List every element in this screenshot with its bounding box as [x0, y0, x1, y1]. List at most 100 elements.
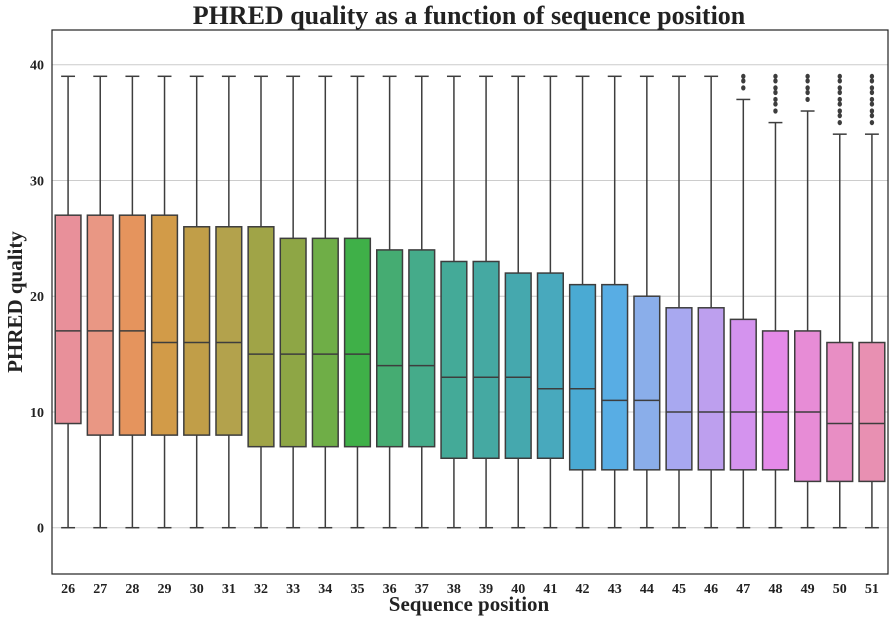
outlier-point: [837, 89, 842, 96]
outlier-point: [805, 85, 810, 91]
box-44: [633, 75, 661, 529]
box-48: [761, 73, 790, 529]
outlier-point: [773, 101, 778, 107]
outlier-point: [805, 73, 810, 79]
outlier-point: [805, 89, 810, 96]
box-40: [504, 75, 532, 529]
x-tick-label: 44: [640, 582, 654, 597]
x-tick-label: 37: [415, 582, 429, 597]
y-axis-label: PHRED quality: [3, 231, 27, 373]
y-tick-label: 40: [30, 59, 44, 74]
iqr-box: [118, 214, 146, 436]
box-31: [215, 75, 243, 529]
box-32: [247, 75, 275, 529]
iqr-box: [826, 341, 854, 483]
iqr-box: [794, 330, 822, 483]
iqr-box: [247, 226, 275, 448]
box-30: [183, 75, 211, 529]
x-tick-label: 42: [576, 582, 590, 597]
box-26: [54, 75, 82, 529]
box-38: [440, 75, 468, 529]
iqr-box: [440, 260, 468, 460]
iqr-box: [408, 249, 436, 448]
outlier-point: [773, 89, 778, 96]
x-tick-label: 29: [158, 582, 172, 597]
outlier-point: [837, 73, 842, 79]
iqr-box: [601, 283, 629, 471]
outlier-point: [805, 78, 810, 84]
outlier-point: [869, 85, 875, 91]
outlier-point: [837, 119, 842, 126]
y-tick-label: 0: [37, 522, 44, 537]
iqr-box: [633, 295, 661, 471]
y-tick-labels: 0 10 20 30 40: [30, 59, 44, 537]
x-tick-label: 33: [286, 582, 300, 597]
outlier-point: [869, 73, 875, 79]
y-tick-label: 20: [30, 290, 44, 305]
iqr-box: [858, 341, 886, 483]
x-tick-label: 49: [801, 582, 815, 597]
x-tick-label: 26: [61, 582, 75, 597]
outlier-point: [773, 73, 778, 79]
box-37: [408, 75, 436, 529]
x-tick-label: 41: [543, 582, 557, 597]
x-axis-label: Sequence position: [389, 592, 550, 616]
x-tick-labels: 26 27 28 29 30 31 32 33 34 35 36 37 38 39 40 41 42 43 44 45…: [61, 582, 879, 597]
iqr-box: [729, 318, 757, 471]
chart-title: PHRED quality as a function of sequence …: [193, 1, 746, 30]
x-tick-label: 48: [768, 582, 782, 597]
box-29: [150, 75, 179, 529]
x-tick-label: 31: [222, 582, 236, 597]
outlier-point: [869, 119, 875, 126]
outlier-point: [869, 113, 875, 119]
box-43: [601, 75, 629, 529]
iqr-box: [279, 237, 307, 448]
x-tick-label: 47: [736, 582, 750, 597]
iqr-box: [472, 260, 500, 460]
box-27: [86, 75, 114, 529]
x-tick-label: 35: [350, 582, 364, 597]
x-tick-label: 27: [93, 582, 107, 597]
x-tick-label: 39: [479, 582, 493, 597]
outlier-point: [837, 108, 842, 114]
iqr-box: [568, 283, 597, 471]
box-46: [697, 75, 725, 529]
outlier-point: [773, 78, 778, 84]
outlier-point: [869, 101, 875, 107]
outlier-point: [805, 96, 810, 103]
outlier-point: [869, 78, 875, 84]
box-47: [729, 73, 757, 529]
box-41: [536, 75, 564, 529]
box-36: [376, 75, 404, 529]
iqr-box: [761, 330, 790, 471]
box-45: [665, 75, 693, 529]
outlier-point: [741, 78, 746, 84]
iqr-box: [665, 307, 693, 471]
y-tick-label: 10: [30, 406, 44, 421]
box-42: [568, 75, 597, 529]
iqr-box: [504, 272, 532, 460]
box-49: [794, 73, 822, 529]
x-tick-label: 32: [254, 582, 268, 597]
outlier-point: [837, 85, 842, 91]
outlier-point: [773, 96, 778, 103]
outlier-point: [837, 78, 842, 84]
x-tick-label: 30: [190, 582, 204, 597]
x-tick-label: 36: [383, 582, 397, 597]
x-tick-label: 51: [865, 582, 879, 597]
x-tick-label: 34: [318, 582, 332, 597]
x-tick-label: 28: [125, 582, 139, 597]
iqr-box: [697, 307, 725, 471]
iqr-box: [54, 214, 82, 425]
x-tick-label: 40: [511, 582, 525, 597]
iqr-box: [150, 214, 179, 436]
outlier-point: [741, 85, 746, 91]
box-34: [311, 75, 339, 529]
outlier-point: [837, 113, 842, 119]
iqr-box: [183, 226, 211, 436]
outlier-point: [837, 96, 842, 103]
x-tick-label: 43: [608, 582, 622, 597]
x-tick-label: 38: [447, 582, 461, 597]
x-tick-label: 46: [704, 582, 718, 597]
